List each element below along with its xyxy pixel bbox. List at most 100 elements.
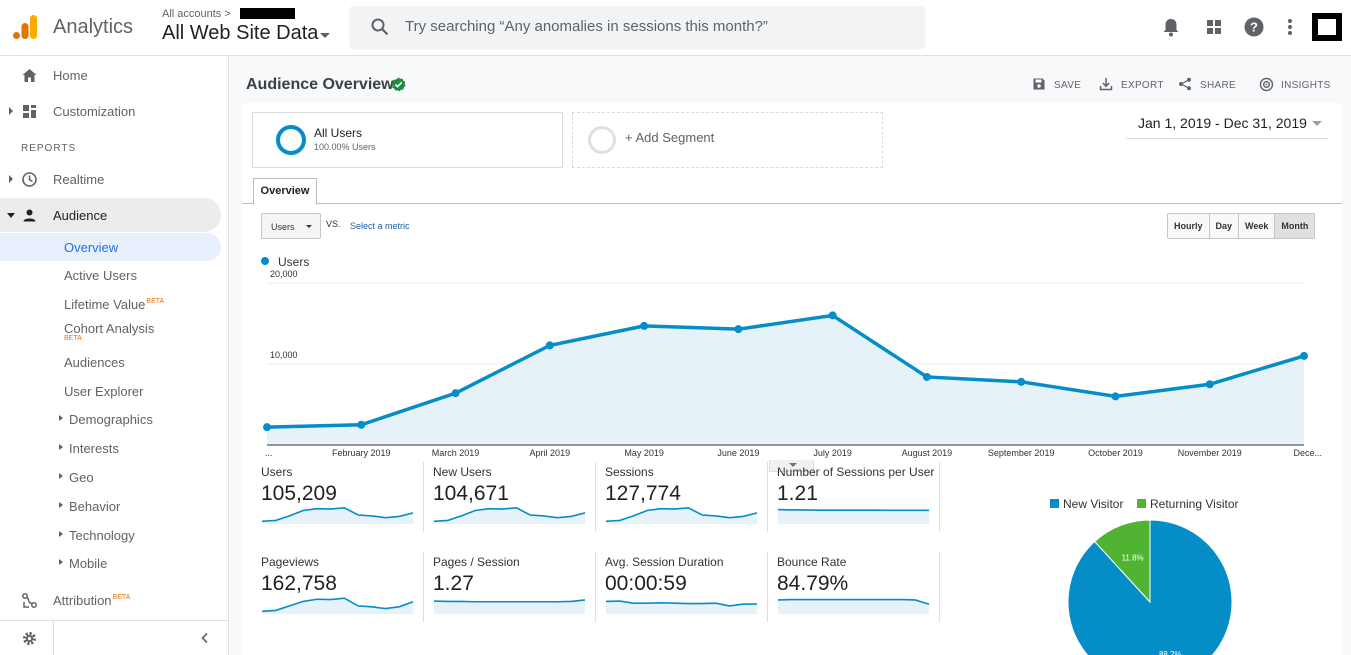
sidebar-item-mobile[interactable]: Mobile	[0, 549, 229, 577]
data-point	[922, 372, 931, 381]
x-tick-label: November 2019	[1178, 448, 1242, 458]
main-content: Audience Overview SAVE EXPORT SHARE INSI…	[230, 56, 1351, 655]
segment-name: All Users	[314, 126, 363, 140]
sparkline-line	[605, 506, 758, 523]
metric-name: Sessions	[605, 465, 654, 479]
settings-gear-icon[interactable]	[21, 630, 38, 647]
granularity-toggle: Hourly Day Week Month	[1167, 213, 1316, 239]
visitor-type-pie-chart[interactable]: 88.2% 11.8%	[1066, 518, 1234, 655]
sparkline-fill	[606, 507, 757, 524]
date-range-picker[interactable]: Jan 1, 2019 - Dec 31, 2019	[1126, 115, 1328, 139]
sidebar-item-demographics[interactable]: Demographics	[0, 405, 229, 433]
sidebar-item-geo[interactable]: Geo	[0, 463, 229, 491]
segment-empty-ring-icon	[588, 126, 616, 154]
add-segment-button[interactable]: + Add Segment	[572, 112, 883, 168]
sidebar-item-cohort-analysis[interactable]: Cohort Analysis BETA	[0, 314, 229, 342]
pie-legend-label: Returning Visitor	[1150, 497, 1239, 511]
chart-expand-toggle[interactable]	[769, 460, 814, 472]
metric-select[interactable]: Users	[261, 213, 321, 239]
metric-tile[interactable]: Bounce Rate 84.79%	[777, 552, 940, 622]
sidebar: Home Customization REPORTS Realtime Audi…	[0, 56, 229, 655]
metric-name: Users	[261, 465, 293, 479]
data-point	[734, 325, 743, 334]
tab-divider	[242, 203, 1342, 204]
metric-value: 00:00:59	[605, 572, 687, 595]
metric-sparkline	[261, 597, 414, 614]
sidebar-item-customization[interactable]: Customization	[0, 94, 229, 128]
granularity-hourly-button[interactable]: Hourly	[1168, 214, 1210, 238]
sidebar-item-lifetime-value[interactable]: Lifetime ValueBETA	[0, 290, 229, 318]
data-point	[357, 420, 366, 429]
x-tick-label: August 2019	[902, 448, 953, 458]
metric-sparkline	[261, 506, 414, 524]
beta-badge: BETA	[146, 298, 165, 305]
select-metric-link[interactable]: Select a metric	[350, 221, 410, 231]
users-line-chart[interactable]: 20,000 10,000... February 2019 March 2019 Ap…	[242, 263, 1342, 463]
metric-value: 104,671	[433, 482, 509, 505]
sparkline-fill	[262, 507, 413, 524]
analytics-logo-icon[interactable]	[12, 14, 38, 40]
metric-sparkline	[777, 598, 930, 614]
sidebar-item-label: Lifetime Value	[64, 297, 146, 312]
expand-arrow-icon	[59, 559, 63, 565]
collapse-sidebar-chevron-icon[interactable]	[199, 632, 211, 644]
segment-all-users[interactable]: All Users 100.00% Users	[252, 112, 563, 168]
x-tick-label: July 2019	[813, 448, 852, 458]
sidebar-item-attribution[interactable]: AttributionBETA	[0, 583, 229, 617]
sidebar-item-active-users[interactable]: Active Users	[0, 261, 229, 289]
granularity-week-button[interactable]: Week	[1239, 214, 1276, 238]
granularity-month-button[interactable]: Month	[1275, 214, 1315, 238]
tab-overview[interactable]: Overview	[253, 178, 317, 205]
help-icon[interactable]: ?	[1243, 16, 1265, 38]
x-tick-label: May 2019	[624, 448, 664, 458]
expand-arrow-icon	[59, 531, 63, 537]
metric-tile[interactable]: Avg. Session Duration 00:00:59	[605, 552, 768, 622]
more-vert-icon[interactable]	[1279, 16, 1301, 38]
account-avatar[interactable]	[1312, 13, 1342, 41]
metric-tile[interactable]: Users 105,209	[261, 462, 424, 532]
export-download-icon	[1099, 78, 1113, 91]
metric-tile[interactable]: Number of Sessions per User 1.21	[777, 462, 940, 532]
sparkline-fill	[778, 509, 929, 524]
sidebar-item-home[interactable]: Home	[0, 58, 229, 92]
sidebar-item-label: Cohort Analysis	[64, 321, 155, 336]
notifications-bell-icon[interactable]	[1160, 16, 1182, 38]
metric-tile[interactable]: New Users 104,671	[433, 462, 596, 532]
svg-text:?: ?	[1250, 20, 1258, 35]
sidebar-item-user-explorer[interactable]: User Explorer	[0, 377, 229, 405]
sidebar-item-label: Customization	[53, 104, 136, 119]
metric-tile[interactable]: Pages / Session 1.27	[433, 552, 596, 622]
granularity-day-button[interactable]: Day	[1209, 214, 1240, 238]
data-point	[640, 321, 649, 330]
vs-label: VS.	[326, 219, 341, 229]
sidebar-item-overview[interactable]: Overview	[0, 233, 221, 261]
date-range-text: Jan 1, 2019 - Dec 31, 2019	[1138, 115, 1307, 131]
metric-value: 105,209	[261, 482, 337, 505]
sidebar-item-realtime[interactable]: Realtime	[0, 162, 229, 196]
data-point	[828, 311, 837, 320]
expand-arrow-icon	[59, 473, 63, 479]
app-name: Analytics	[53, 16, 134, 38]
pie-slice	[1067, 519, 1233, 655]
metric-sparkline	[605, 600, 757, 614]
search-input[interactable]	[405, 18, 905, 35]
metric-value: 127,774	[605, 482, 681, 505]
metric-tile[interactable]: Sessions 127,774	[605, 462, 768, 532]
sidebar-item-audience[interactable]: Audience	[0, 198, 221, 232]
sidebar-item-audiences[interactable]: Audiences	[0, 348, 229, 376]
search-bar[interactable]	[349, 6, 925, 49]
sparkline-fill	[434, 599, 585, 614]
sparkline-fill	[262, 598, 413, 614]
verified-check-icon	[391, 77, 406, 92]
property-selector[interactable]: All Web Site Data	[162, 22, 319, 44]
sidebar-item-behavior[interactable]: Behavior	[0, 492, 229, 520]
account-breadcrumb[interactable]: All accounts >	[162, 8, 231, 20]
metric-value: 1.21	[777, 482, 818, 505]
sidebar-item-technology[interactable]: Technology	[0, 521, 229, 549]
clock-icon	[22, 172, 37, 187]
caret-down-icon[interactable]	[320, 33, 330, 38]
sidebar-item-interests[interactable]: Interests	[0, 434, 229, 462]
metric-tile[interactable]: Pageviews 162,758	[261, 552, 424, 622]
share-label: SHARE	[1200, 80, 1236, 91]
apps-grid-icon[interactable]	[1203, 16, 1225, 38]
